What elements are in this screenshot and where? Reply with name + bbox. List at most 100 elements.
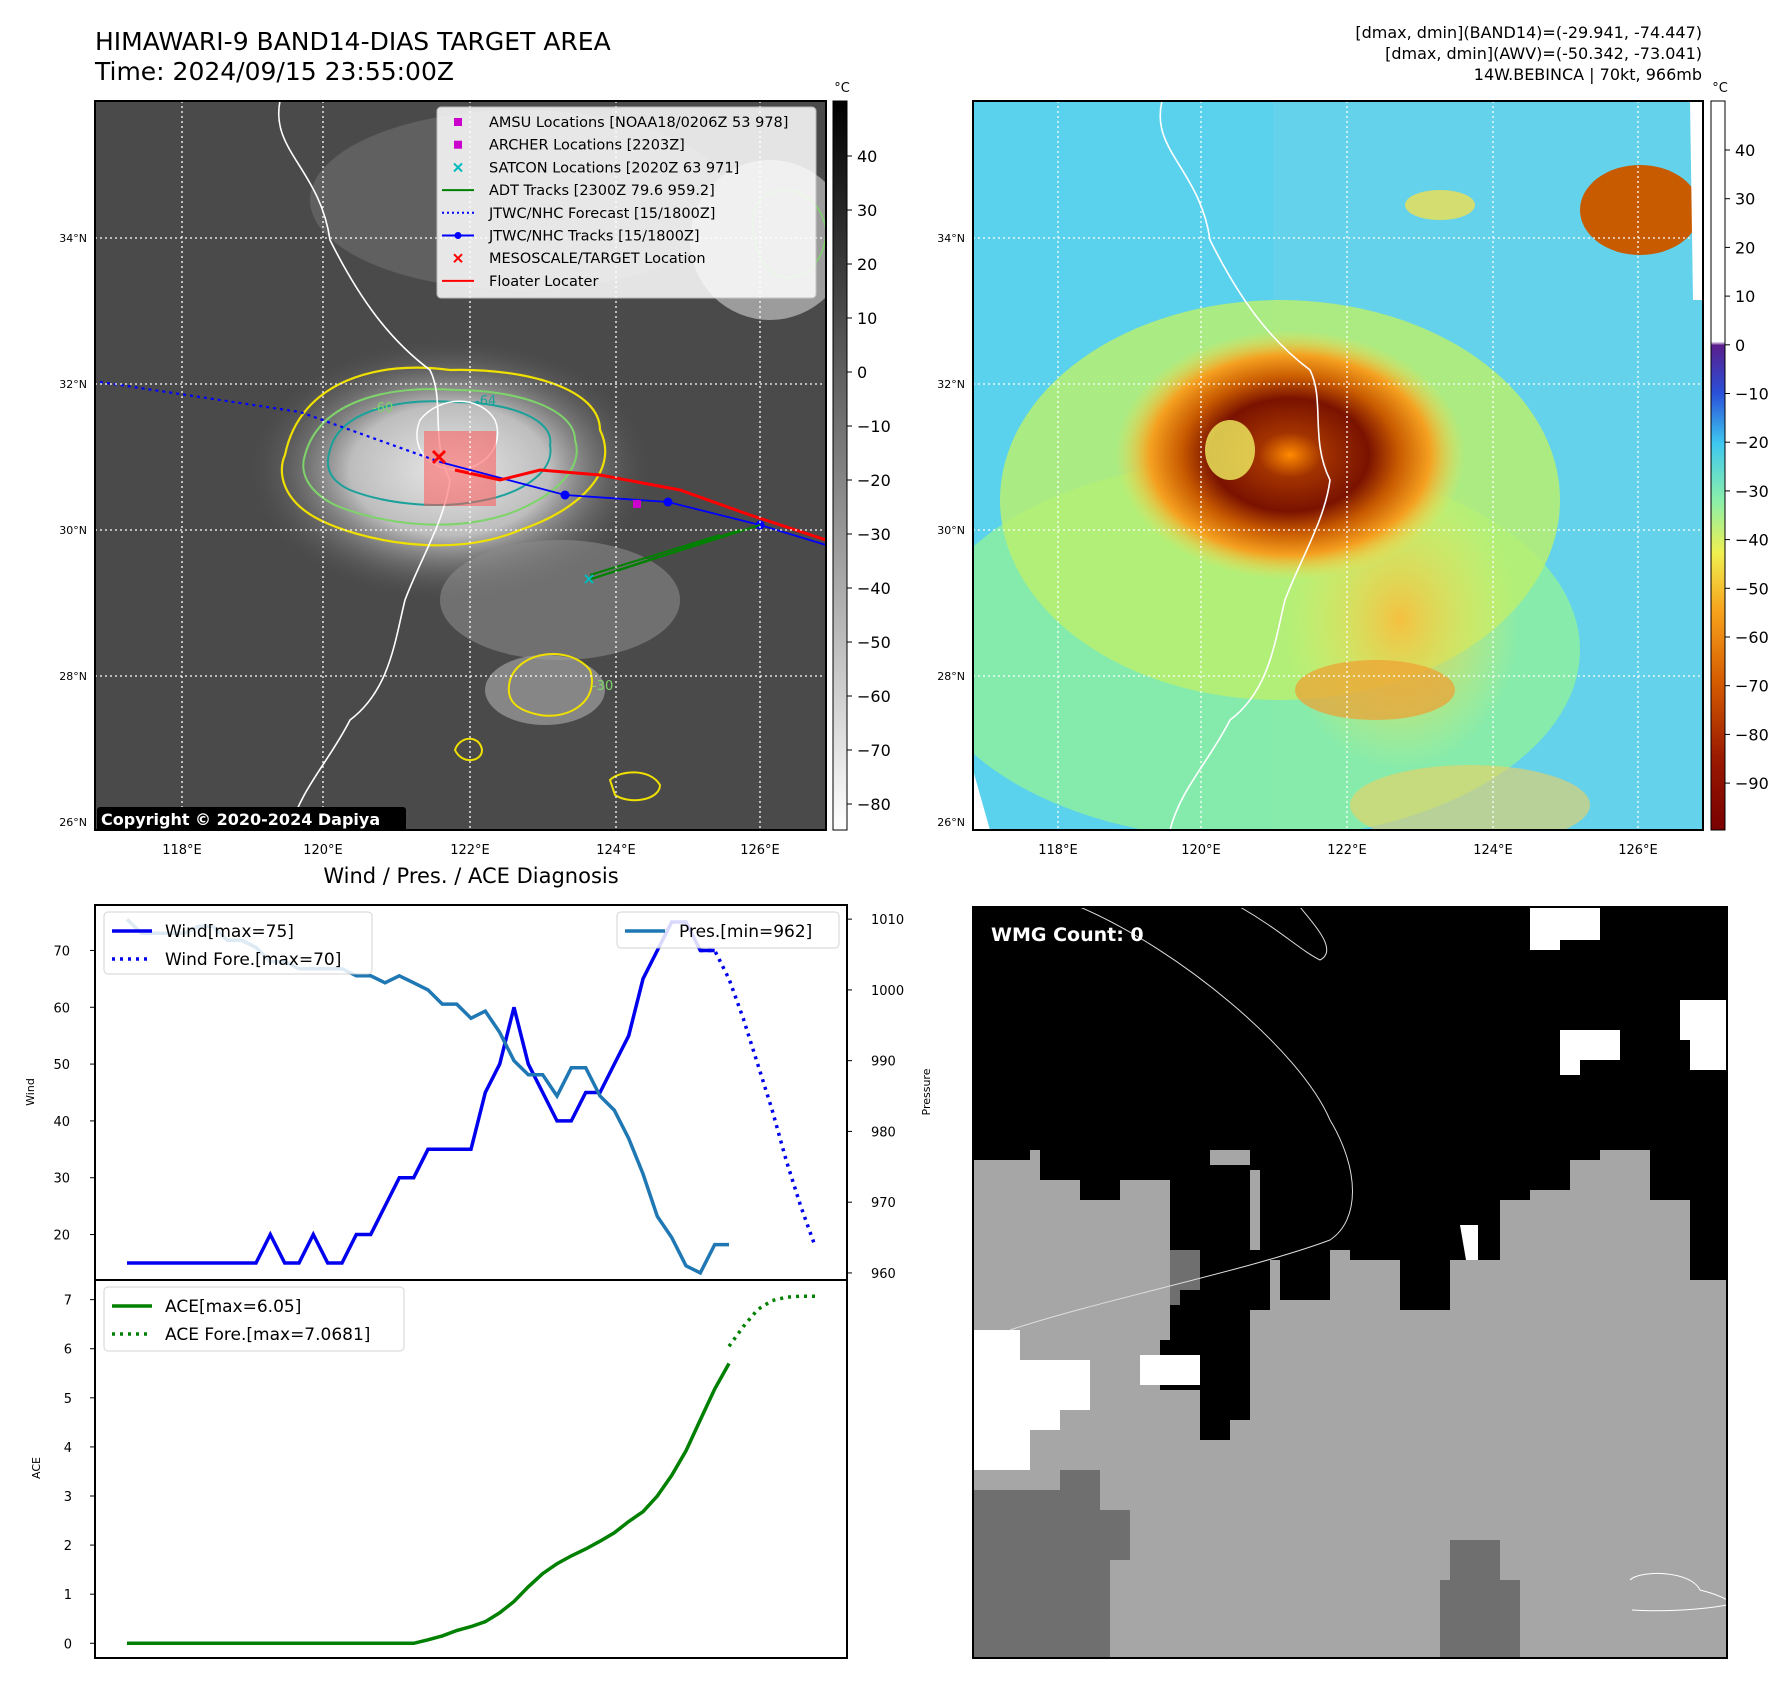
wmg-coastline bbox=[1009, 907, 1353, 1331]
awv-nodata-edge bbox=[1690, 101, 1703, 300]
legend-marker-dot bbox=[454, 232, 462, 239]
ir-cloud-band bbox=[485, 655, 605, 725]
wmg-white-n bbox=[1530, 907, 1600, 950]
awv-nodata-corner bbox=[973, 770, 990, 830]
legend-marker-square bbox=[454, 118, 462, 126]
wmg-coastline-north bbox=[1239, 907, 1328, 961]
awv-colorbar bbox=[1710, 100, 1726, 831]
wind-tick-label: 50 bbox=[53, 1058, 70, 1073]
ace-legend-box bbox=[103, 1286, 405, 1352]
awv-colorbar-label: −10 bbox=[1735, 385, 1769, 404]
jtwc-forecast-track bbox=[99, 380, 441, 464]
ir-colorbar-label: −80 bbox=[857, 795, 891, 814]
pressure-tick-label: 980 bbox=[871, 1125, 896, 1140]
info-awv: [dmax, dmin](AWV)=(-50.342, -73.041) bbox=[1385, 44, 1702, 63]
ir-legend-box bbox=[436, 106, 817, 299]
legend-label: MESOSCALE/TARGET Location bbox=[489, 251, 706, 267]
jtwc-track-point bbox=[663, 497, 673, 507]
legend-wind-label: Wind[max=75] bbox=[165, 922, 294, 942]
awv-lat-label: 32°N bbox=[937, 378, 965, 391]
ace-tick-label: 6 bbox=[64, 1343, 72, 1358]
pres-legend: Pres.[min=962] bbox=[616, 911, 840, 949]
ir-colorbar bbox=[832, 100, 848, 831]
ace-tick-label: 7 bbox=[64, 1294, 72, 1309]
legend-wind-fore-label: Wind Fore.[max=70] bbox=[165, 950, 341, 970]
ir-lat-label: 32°N bbox=[59, 378, 87, 391]
adt-tracks bbox=[587, 524, 761, 581]
contour-yellow-outer bbox=[280, 366, 607, 547]
wmg-white-spot bbox=[1460, 1225, 1478, 1260]
ir-lat-label: 34°N bbox=[59, 232, 87, 245]
jtwc-track-point bbox=[560, 490, 570, 500]
wmg-white-ne bbox=[1560, 1030, 1620, 1075]
pressure-tick-label: 960 bbox=[871, 1267, 896, 1282]
target-location bbox=[431, 449, 447, 465]
awv-colorbar-label: −50 bbox=[1735, 579, 1769, 598]
wind-tick-label: 70 bbox=[53, 944, 70, 959]
ir-target-box bbox=[424, 431, 496, 506]
contour-yellow-south bbox=[507, 653, 593, 717]
legend-marker-x bbox=[453, 162, 463, 173]
wmg-dark-gray-c bbox=[1170, 1250, 1200, 1305]
wind-legend-box bbox=[103, 911, 373, 975]
contour-label: -60 bbox=[372, 401, 393, 416]
awv-colorbar-label: 20 bbox=[1735, 238, 1755, 257]
awv-map: 118°E 120°E 122°E 124°E 126°E 34°N 32°N 30°N 28°… bbox=[937, 81, 1769, 858]
ace-tick-label: 5 bbox=[64, 1392, 72, 1407]
legend-marker-x-stroke bbox=[453, 162, 463, 173]
ir-colorbar-label: −40 bbox=[857, 579, 891, 598]
contour-label: -64 bbox=[475, 394, 496, 409]
wind-tick-label: 40 bbox=[53, 1115, 70, 1130]
ir-colorbar-label: 30 bbox=[857, 201, 877, 220]
ace-tick-label: 0 bbox=[64, 1637, 72, 1652]
legend-label: AMSU Locations [NOAA18/0206Z 53 978] bbox=[489, 115, 788, 131]
awv-rainband-se bbox=[1350, 765, 1590, 830]
awv-colorbar-label: −80 bbox=[1735, 725, 1769, 744]
wmg-dark-gray-s bbox=[1440, 1540, 1520, 1658]
awv-lon-label: 118°E bbox=[1038, 843, 1078, 858]
ir-lat-label: 28°N bbox=[59, 670, 87, 683]
ir-colorbar-label: −10 bbox=[857, 417, 891, 436]
ir-lon-label: 124°E bbox=[596, 843, 636, 858]
ace-tick-label: 3 bbox=[64, 1490, 72, 1505]
wmg-panel: WMG Count: 0 bbox=[972, 906, 1728, 1659]
pressure-axis-label: Pressure bbox=[920, 1068, 933, 1115]
ir-colorbar-label: −60 bbox=[857, 687, 891, 706]
ir-lon-label: 118°E bbox=[162, 843, 202, 858]
wmg-gray-area bbox=[973, 1150, 1727, 1658]
legend-ace-label: ACE[max=6.05] bbox=[165, 1297, 301, 1317]
legend-label: ADT Tracks [2300Z 79.6 959.2] bbox=[489, 183, 715, 199]
ir-map: -64 -60 -30 AMSU Locations [NOAA18/0206Z… bbox=[59, 81, 891, 858]
info-storm: 14W.BEBINCA | 70kt, 966mb bbox=[1474, 65, 1702, 84]
wind-tick-label: 60 bbox=[53, 1001, 70, 1016]
awv-colorbar-label: 40 bbox=[1735, 141, 1755, 160]
awv-colorbar-label: −20 bbox=[1735, 433, 1769, 452]
series-wind-fore-line bbox=[700, 948, 817, 1247]
pres-legend-box bbox=[616, 911, 840, 949]
contour-green bbox=[302, 388, 578, 526]
legend-marker-x-stroke bbox=[453, 253, 463, 263]
diagnosis-title: Wind / Pres. / ACE Diagnosis bbox=[323, 864, 618, 888]
awv-lat-label: 28°N bbox=[937, 670, 965, 683]
awv-colorbar-label: −60 bbox=[1735, 628, 1769, 647]
contour-teal bbox=[326, 400, 552, 506]
wmg-white-spot2 bbox=[1140, 1355, 1200, 1385]
awv-colorbar-label: 0 bbox=[1735, 336, 1745, 355]
awv-lon-label: 126°E bbox=[1618, 843, 1658, 858]
ace-tick-label: 1 bbox=[64, 1588, 72, 1603]
ir-colorbar-label: 10 bbox=[857, 309, 877, 328]
pressure-tick-label: 1000 bbox=[871, 984, 904, 999]
legend-label: ARCHER Locations [2203Z] bbox=[489, 138, 685, 154]
awv-colorbar-label: −90 bbox=[1735, 774, 1769, 793]
legend-label: JTWC/NHC Tracks [15/1800Z] bbox=[488, 229, 700, 245]
ace-tick-label: 4 bbox=[64, 1441, 72, 1456]
awv-storm bbox=[1115, 330, 1465, 580]
awv-map-frame bbox=[972, 100, 1704, 831]
legend-marker-x bbox=[453, 253, 463, 263]
awv-lat-label: 26°N bbox=[937, 816, 965, 829]
wind-legend: Wind[max=75] Wind Fore.[max=70] bbox=[103, 911, 373, 975]
wind-axis-label: Wind bbox=[24, 1078, 37, 1106]
figure-title: HIMAWARI-9 BAND14-DIAS TARGET AREA bbox=[95, 27, 611, 56]
